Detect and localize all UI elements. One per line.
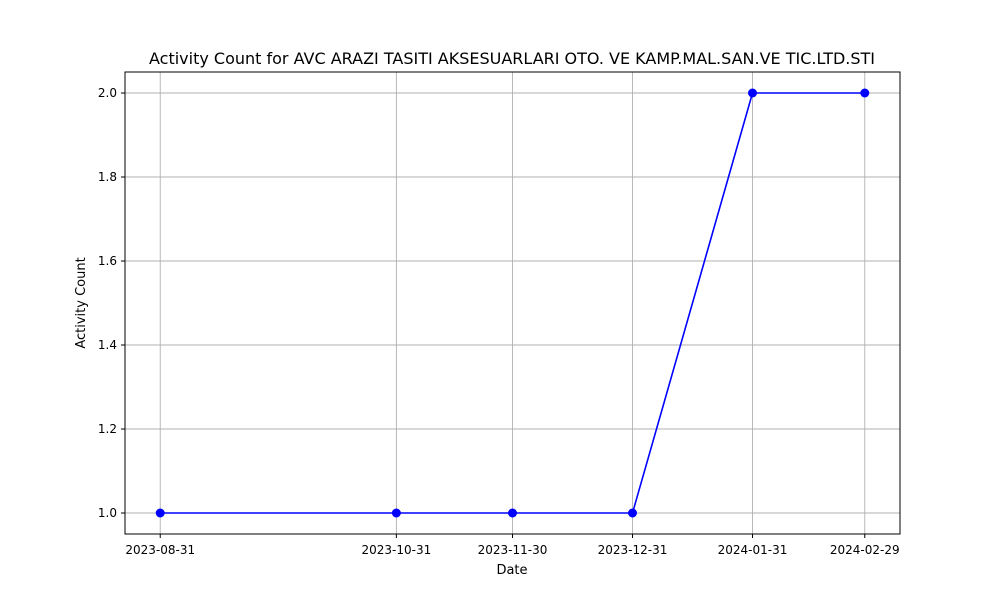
x-tick-label: 2023-08-31	[125, 543, 195, 557]
series-line	[160, 92, 865, 514]
y-tick-label: 1.2	[98, 422, 117, 436]
y-tick-label: 1.4	[98, 338, 117, 352]
x-axis: 2023-08-31 2023-10-31 2023-11-30 2023-12-31…	[125, 534, 900, 557]
y-tick-label: 1.0	[98, 506, 117, 520]
data-point	[155, 508, 165, 518]
x-tick-label: 2024-01-31	[718, 543, 788, 557]
data-point	[860, 88, 870, 98]
data-point	[748, 88, 758, 98]
data-point	[508, 508, 517, 518]
x-tick-label: 2023-12-31	[598, 543, 668, 557]
y-axis: 1.0 1.2 1.4 1.6 1.8 2.0	[98, 86, 125, 520]
y-tick-label: 2.0	[98, 86, 117, 100]
chart-title: Activity Count for AVC ARAZI TASITI AKSE…	[149, 49, 875, 68]
x-tick-label: 2023-10-31	[361, 543, 431, 557]
y-axis-label: Activity Count	[74, 257, 89, 348]
x-tick-label: 2023-11-30	[478, 543, 548, 557]
data-point	[628, 508, 638, 518]
x-tick-label: 2024-02-29	[830, 543, 900, 557]
y-tick-label: 1.6	[98, 254, 117, 268]
data-point	[391, 508, 401, 518]
x-axis-label: Date	[496, 563, 527, 578]
series-group	[155, 88, 870, 518]
grid	[125, 72, 900, 534]
y-tick-label: 1.8	[98, 170, 117, 184]
